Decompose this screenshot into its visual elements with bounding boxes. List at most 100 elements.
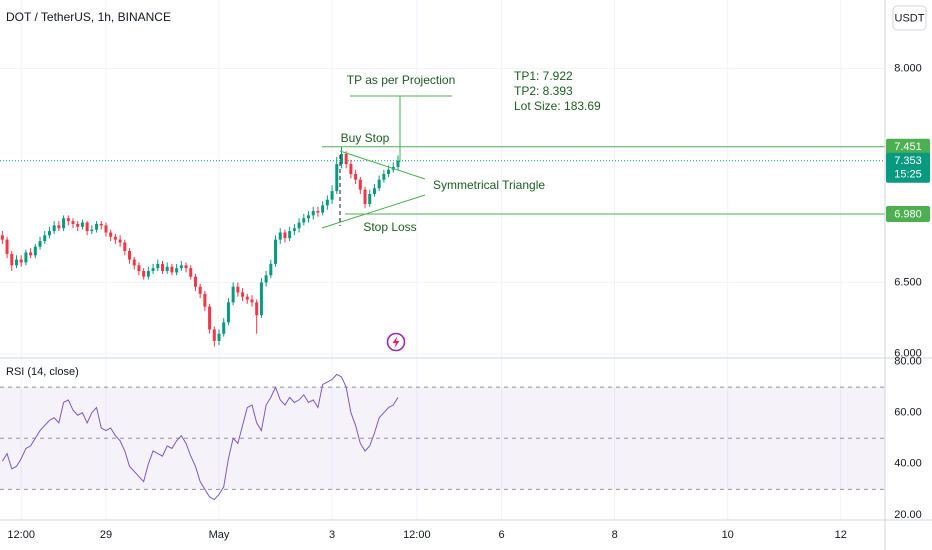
candle-body — [156, 263, 160, 269]
candle-body — [57, 225, 61, 229]
candle-body — [377, 179, 381, 189]
candle-body — [208, 306, 212, 330]
x-tick-label: 10 — [722, 529, 734, 541]
candle-body — [184, 265, 188, 269]
tp-note: TP1: 7.922 — [514, 69, 573, 83]
countdown: 15:25 — [894, 169, 922, 181]
candle-body — [47, 231, 51, 236]
candle-body — [24, 252, 28, 263]
candle-body — [179, 265, 183, 269]
candle-body — [274, 239, 278, 264]
candle-body — [14, 259, 18, 266]
candle-body — [19, 259, 23, 263]
candle-body — [222, 322, 226, 334]
candle-body — [5, 239, 9, 254]
candle-body — [245, 296, 249, 300]
candle-body — [349, 164, 353, 175]
candle-body — [99, 223, 103, 226]
price-line-label: Buy Stop — [341, 131, 390, 145]
candle-body — [292, 228, 296, 232]
candle-body — [90, 229, 94, 232]
candle-body — [396, 160, 400, 167]
triangle-lower — [321, 194, 426, 229]
candle-body — [255, 302, 259, 316]
pattern-label: Symmetrical Triangle — [433, 178, 545, 192]
price-line-tag — [886, 138, 930, 155]
candle-body — [95, 223, 99, 230]
x-tick-label: 3 — [329, 529, 335, 541]
candle-body — [250, 299, 254, 303]
rsi-tick-label: 20.00 — [894, 509, 922, 521]
candle-body — [297, 222, 301, 229]
candle-body — [325, 199, 329, 206]
plot-layer — [0, 0, 885, 520]
candle-body — [146, 270, 150, 277]
x-tick-label: 8 — [612, 529, 618, 541]
candle-body — [104, 225, 108, 233]
candle-body — [170, 266, 174, 273]
candle-body — [165, 266, 169, 271]
lightning-icon[interactable] — [386, 332, 406, 352]
candle-body — [71, 221, 75, 224]
candle-body — [344, 154, 348, 165]
candle-body — [226, 302, 230, 323]
candle-body — [358, 179, 362, 190]
candle-body — [278, 232, 282, 240]
tp-note: TP2: 8.393 — [514, 84, 573, 98]
candle-body — [109, 232, 113, 237]
candle-body — [241, 292, 245, 297]
candle-body — [212, 329, 216, 341]
currency-button[interactable] — [892, 5, 927, 31]
x-tick-label: 12:00 — [403, 529, 431, 541]
candle-body — [264, 275, 268, 283]
candle-body — [203, 293, 207, 307]
candle-body — [123, 242, 127, 252]
candle-body — [283, 232, 287, 239]
tp-note: Lot Size: 183.69 — [514, 99, 601, 113]
tp-label: TP as per Projection — [347, 73, 456, 87]
y-tick-label: 6.500 — [894, 276, 922, 288]
x-tick-label: 12:00 — [7, 529, 35, 541]
candle-body — [363, 189, 367, 204]
y-tick-label: 8.000 — [894, 62, 922, 74]
price-line-value: 6.980 — [894, 208, 922, 220]
candle-body — [311, 211, 315, 216]
rsi-tick-label: 60.00 — [894, 407, 922, 419]
price-line-value: 7.451 — [894, 141, 922, 153]
candle-body — [382, 174, 386, 180]
x-tick-label: 29 — [100, 529, 112, 541]
chart-title: DOT / TetherUS, 1h, BINANCE — [6, 10, 171, 24]
rsi-tick-label: 80.00 — [894, 355, 922, 367]
indicator-title: RSI (14, close) — [6, 366, 79, 378]
candle-body — [339, 154, 343, 165]
candle-body — [189, 268, 193, 277]
candle-body — [175, 268, 179, 273]
candle-body — [29, 252, 33, 256]
price-line-label: Stop Loss — [363, 220, 416, 234]
candle-body — [113, 236, 117, 240]
candle-body — [372, 188, 376, 194]
candle-body — [33, 246, 37, 256]
candle-body — [302, 218, 306, 223]
candle-body — [0, 235, 4, 240]
candle-body — [66, 218, 70, 222]
candle-body — [52, 225, 56, 232]
candle-body — [288, 231, 292, 239]
candle-body — [142, 270, 146, 277]
rsi-tick-label: 40.00 — [894, 458, 922, 470]
candle-body — [10, 253, 14, 266]
candle-body — [236, 286, 240, 293]
candle-body — [43, 235, 47, 242]
candle-body — [80, 222, 84, 227]
candle-body — [269, 263, 273, 276]
candle-body — [62, 218, 66, 229]
candle-body — [354, 174, 358, 180]
candle-body — [76, 223, 80, 227]
triangle-upper — [339, 150, 426, 180]
candle-body — [316, 211, 320, 213]
candle-body — [387, 169, 391, 175]
candle-body — [307, 215, 311, 219]
